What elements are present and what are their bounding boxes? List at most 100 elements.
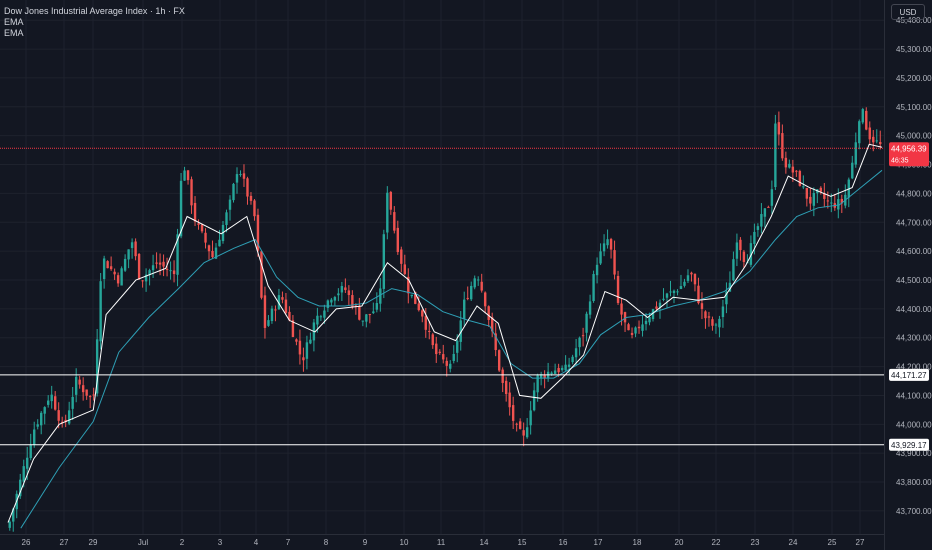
- candle-body: [879, 141, 882, 145]
- candle-body: [393, 212, 396, 231]
- candle-body: [179, 180, 183, 237]
- candle-body: [456, 340, 459, 353]
- candle-body: [504, 380, 508, 395]
- candle-body: [711, 319, 714, 326]
- candle-body: [141, 280, 144, 282]
- candle-body: [326, 300, 330, 308]
- candle-body: [151, 265, 155, 271]
- candle-body: [165, 268, 169, 270]
- candle-body: [788, 163, 791, 168]
- candle-body: [106, 261, 109, 269]
- candle-body: [826, 200, 830, 202]
- candle-body: [648, 316, 651, 323]
- currency-button[interactable]: USD: [891, 4, 925, 20]
- candle-body: [463, 299, 466, 319]
- current-price-label: 44,956.39: [891, 144, 927, 153]
- candle-body: [417, 303, 420, 311]
- candle-body: [190, 179, 193, 206]
- candle-body: [560, 367, 564, 371]
- candle-body: [739, 239, 742, 251]
- candle-body: [669, 291, 672, 293]
- candle-body: [410, 294, 413, 297]
- candle-body: [707, 316, 711, 318]
- candle-body: [200, 224, 204, 232]
- candle-body: [40, 412, 43, 426]
- candle-body: [557, 367, 560, 373]
- ema-slow-label[interactable]: EMA: [4, 28, 24, 38]
- candle-body: [228, 199, 232, 210]
- candle-body: [400, 249, 403, 264]
- candle-body: [525, 427, 529, 438]
- y-tick-label: 44,800.00: [896, 189, 932, 198]
- candle-body: [501, 369, 504, 383]
- candle-body: [644, 320, 648, 325]
- current-price-tag: [889, 142, 929, 167]
- candle-body: [113, 271, 116, 275]
- x-tick-label: 24: [789, 538, 798, 547]
- candle-body: [602, 243, 606, 252]
- candle-body: [127, 249, 130, 260]
- candle-body: [690, 272, 693, 275]
- ema-fast-label[interactable]: EMA: [4, 17, 24, 27]
- candle-body: [403, 264, 406, 275]
- candle-body: [466, 297, 469, 299]
- chart-legend: Dow Jones Industrial Average Index · 1h …: [4, 6, 185, 39]
- support-price-label: 44,171.27: [891, 371, 927, 380]
- candle-body: [26, 457, 29, 469]
- candle-body: [798, 170, 802, 186]
- candle-body: [330, 299, 333, 303]
- candle-body: [760, 214, 763, 227]
- candle-body: [365, 314, 368, 322]
- candle-body: [351, 295, 354, 307]
- candle-body: [627, 324, 630, 331]
- candle-body: [672, 290, 676, 294]
- x-tick-label: 14: [480, 538, 489, 547]
- x-tick-label: 9: [363, 538, 368, 547]
- candle-body: [183, 170, 186, 181]
- candle-body: [875, 140, 878, 142]
- candle-body: [22, 466, 25, 482]
- candle-body: [347, 290, 351, 296]
- candle-body: [676, 291, 679, 293]
- candle-body: [449, 363, 452, 369]
- candle-body: [288, 311, 291, 321]
- candle-body: [396, 227, 400, 253]
- x-tick-label: 16: [559, 538, 568, 547]
- candle-body: [686, 275, 690, 281]
- candle-body: [578, 337, 581, 348]
- ema-fast-line: [7, 143, 883, 523]
- candle-body: [372, 311, 375, 314]
- support-price-label: 43,929.17: [891, 441, 927, 450]
- candle-body: [249, 195, 253, 201]
- candle-body: [616, 275, 620, 303]
- candle-body: [704, 311, 707, 319]
- candle-body: [99, 281, 102, 342]
- candle-body: [721, 306, 725, 318]
- candle-body: [781, 133, 784, 159]
- candle-body: [697, 285, 700, 304]
- x-tick-label: Jul: [138, 538, 148, 547]
- x-tick-label: 10: [400, 538, 409, 547]
- candle-body: [137, 253, 141, 280]
- candle-body: [207, 245, 211, 252]
- candle-body: [522, 430, 525, 436]
- candle-body: [606, 239, 609, 246]
- candle-body: [225, 212, 228, 226]
- candle-body: [767, 206, 770, 208]
- candle-body: [749, 243, 753, 265]
- candle-body: [242, 173, 246, 179]
- candle-body: [85, 389, 88, 396]
- candle-body: [319, 316, 323, 318]
- candle-body: [284, 299, 288, 313]
- candle-body: [536, 375, 539, 393]
- candle-body: [176, 234, 179, 275]
- candle-body: [634, 327, 637, 334]
- candle-body: [861, 109, 864, 123]
- candle-body: [43, 407, 46, 414]
- symbol-title[interactable]: Dow Jones Industrial Average Index · 1h …: [4, 6, 185, 16]
- candle-body: [613, 250, 616, 275]
- candle-body: [344, 287, 347, 291]
- candle-body: [805, 187, 809, 199]
